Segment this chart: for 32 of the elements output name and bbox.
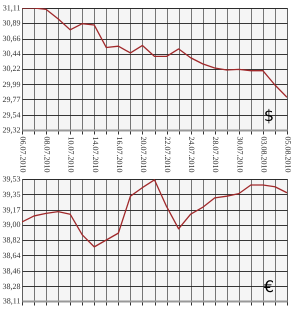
y-tick-label: 38,46 (2, 266, 20, 276)
x-tick-label: 08.07.2010 (42, 136, 52, 172)
y-tick-label: 38,11 (2, 296, 20, 306)
x-tick-label: 05.08.2010 (284, 136, 292, 172)
y-tick-label: 39,53 (2, 174, 20, 184)
x-tick-label: 20.07.2010 (138, 136, 148, 172)
x-tick-label: 16.07.2010 (114, 136, 124, 172)
x-tick-label: 03.08.2010 (259, 136, 268, 172)
y-tick-label: 29,77 (2, 94, 20, 104)
y-tick-label: 29,32 (2, 126, 20, 134)
y-tick-label: 29,99 (2, 80, 20, 89)
y-tick-label: 30,22 (2, 64, 20, 74)
y-tick-label: 38,28 (2, 282, 20, 291)
y-tick-label: 30,89 (2, 18, 20, 28)
x-tick-label: 10.07.2010 (66, 136, 76, 172)
y-tick-label: 38,64 (2, 250, 20, 260)
y-tick-label: 39,35 (2, 190, 20, 199)
x-tick-label: 28.07.2010 (211, 136, 220, 172)
line-series (22, 179, 287, 248)
y-tick-label: 30,44 (2, 49, 20, 58)
y-tick-label: 31,11 (2, 4, 20, 12)
y-tick-label: 30,66 (2, 34, 20, 44)
y-tick-label: 39,00 (2, 220, 20, 230)
y-tick-label: 39,17 (2, 205, 20, 214)
x-tick-label: 30.07.2010 (235, 136, 244, 172)
x-tick-label: 14.07.2010 (90, 136, 100, 172)
x-tick-label: 24.07.2010 (187, 136, 196, 172)
x-tick-label: 22.07.2010 (163, 136, 172, 172)
y-tick-label: 29,54 (2, 110, 20, 120)
y-tick-label: 38,82 (2, 236, 20, 244)
line-series (22, 8, 287, 98)
x-tick-label: 06.07.2010 (18, 136, 28, 172)
